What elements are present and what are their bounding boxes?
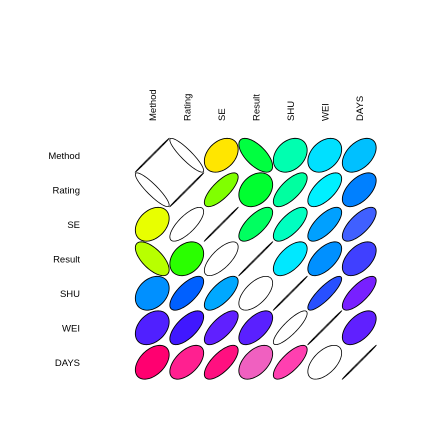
column-label-result: Result <box>251 94 262 121</box>
ellipse-rating-method <box>134 172 170 208</box>
column-label-method: Method <box>148 89 159 121</box>
ellipse-shu-days <box>341 275 377 311</box>
ellipse-days-days <box>341 344 377 380</box>
ellipse-days-rating <box>169 344 205 380</box>
ellipse-result-days <box>341 241 377 277</box>
ellipse-cells <box>134 137 377 380</box>
ellipse-method-wei <box>307 137 343 173</box>
ellipse-wei-rating <box>169 310 205 346</box>
column-label-days: DAYS <box>355 96 366 121</box>
ellipse-rating-wei <box>307 172 343 208</box>
ellipse-rating-shu <box>272 172 308 208</box>
ellipse-se-shu <box>272 206 308 242</box>
ellipse-shu-shu <box>272 275 308 311</box>
ellipse-method-se <box>203 137 239 173</box>
ellipse-days-result <box>238 344 274 380</box>
ellipse-shu-method <box>134 275 170 311</box>
ellipse-rating-days <box>341 172 377 208</box>
ellipse-se-wei <box>307 206 343 242</box>
ellipse-wei-shu <box>272 310 308 346</box>
ellipse-rating-rating <box>169 172 205 208</box>
ellipse-result-rating <box>169 241 205 277</box>
column-label-se: SE <box>217 108 228 121</box>
ellipse-shu-se <box>203 275 239 311</box>
ellipse-wei-method <box>134 310 170 346</box>
ellipse-days-se <box>203 344 239 380</box>
ellipse-result-shu <box>272 241 308 277</box>
ellipse-shu-wei <box>307 275 343 311</box>
ellipse-method-result <box>238 137 274 173</box>
ellipse-wei-wei <box>307 310 343 346</box>
ellipse-result-method <box>134 241 170 277</box>
ellipse-wei-result <box>238 310 274 346</box>
column-labels: Method Rating SE Result SHU WEI DAYS <box>148 89 366 121</box>
ellipse-days-wei <box>307 344 343 380</box>
ellipse-se-se <box>203 206 239 242</box>
ellipse-rating-se <box>203 172 239 208</box>
ellipse-method-days <box>341 137 377 173</box>
ellipse-se-rating <box>169 206 205 242</box>
ellipse-days-shu <box>272 344 308 380</box>
ellipse-wei-days <box>341 310 377 346</box>
ellipse-shu-rating <box>169 275 205 311</box>
ellipse-result-se <box>203 241 239 277</box>
row-label-shu: SHU <box>60 289 80 300</box>
row-label-result: Result <box>53 254 80 265</box>
row-label-se: SE <box>67 220 80 231</box>
column-label-wei: WEI <box>320 103 331 121</box>
ellipse-wei-se <box>203 310 239 346</box>
ellipse-shu-result <box>238 275 274 311</box>
ellipse-method-method <box>134 137 170 173</box>
ellipse-days-method <box>134 344 170 380</box>
ellipse-method-rating <box>169 137 205 173</box>
ellipse-se-result <box>238 206 274 242</box>
column-label-shu: SHU <box>286 101 297 121</box>
ellipse-se-method <box>134 206 170 242</box>
ellipse-result-result <box>238 241 274 277</box>
column-label-rating: Rating <box>182 94 193 121</box>
row-label-days: DAYS <box>55 358 80 369</box>
ellipse-result-wei <box>307 241 343 277</box>
row-label-method: Method <box>48 151 80 162</box>
row-label-wei: WEI <box>62 323 80 334</box>
ellipse-rating-result <box>238 172 274 208</box>
ellipse-method-shu <box>272 137 308 173</box>
ellipse-se-days <box>341 206 377 242</box>
row-labels: Method Rating SE Result SHU WEI DAYS <box>48 151 80 369</box>
row-label-rating: Rating <box>53 185 80 196</box>
